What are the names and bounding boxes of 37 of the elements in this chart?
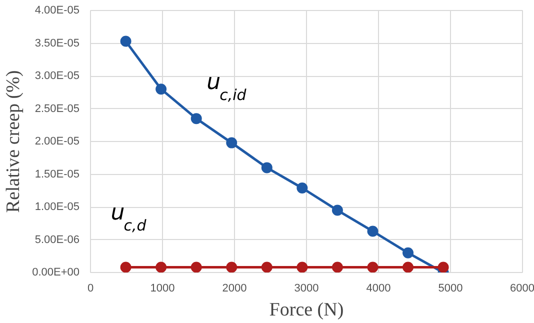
point <box>402 247 414 258</box>
x-axis-title: Force (N) <box>269 300 344 320</box>
x-tick-label: 1000 <box>150 282 175 294</box>
point <box>261 162 272 174</box>
x-tick-label: 4000 <box>366 282 391 294</box>
y-tick-label: 4.00E-05 <box>34 4 80 16</box>
point <box>156 84 167 95</box>
point <box>261 262 272 272</box>
point <box>226 137 238 148</box>
y-tick-label: 2.00E-05 <box>34 136 80 148</box>
y-tick-label: 1.50E-05 <box>34 168 80 180</box>
point <box>156 262 167 272</box>
x-tick-label: 6000 <box>510 282 534 294</box>
x-tick-label: 2000 <box>222 282 247 294</box>
point <box>120 262 132 272</box>
point <box>367 262 378 272</box>
y-tick-label: 3.00E-05 <box>34 70 80 82</box>
point <box>190 113 202 124</box>
point <box>226 262 238 272</box>
x-tick-label: 5000 <box>438 282 463 294</box>
point <box>190 262 202 272</box>
point <box>296 262 308 272</box>
point <box>402 262 414 272</box>
point <box>332 262 343 272</box>
x-tick-label: 0 <box>87 282 94 294</box>
point <box>367 226 378 237</box>
point <box>438 262 449 272</box>
y-tick-label: 0.00E+00 <box>32 266 80 278</box>
y-tick-label: 1.00E-05 <box>34 201 80 213</box>
point <box>120 36 132 47</box>
point <box>296 182 308 194</box>
y-tick-label: 5.00E-06 <box>34 234 80 246</box>
y-axis-title: Relative creep (%) <box>3 70 24 213</box>
y-tick-label: 3.50E-05 <box>34 37 80 50</box>
y-tick-label: 2.50E-05 <box>34 102 80 115</box>
point <box>332 204 343 216</box>
x-tick-label: 3000 <box>294 282 319 294</box>
